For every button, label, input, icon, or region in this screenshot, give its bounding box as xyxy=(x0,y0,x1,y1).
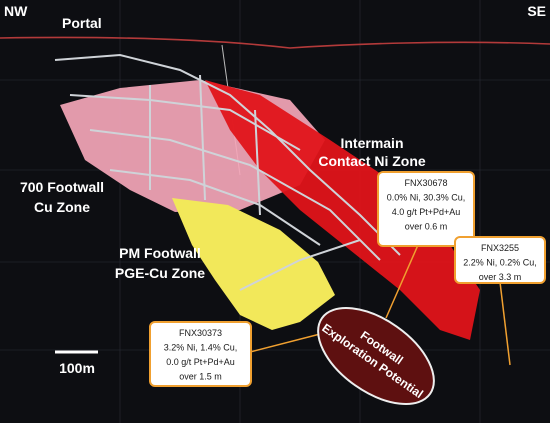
callout-text: 0.0% Ni, 30.3% Cu, xyxy=(387,193,466,203)
pm-footwall-zone xyxy=(172,198,335,330)
surface-line xyxy=(0,36,550,49)
callout-text: over 0.6 m xyxy=(405,222,448,232)
zone-label: 700 Footwall xyxy=(20,179,104,195)
target-ellipse xyxy=(317,307,435,405)
zone-label: Intermain xyxy=(340,135,403,151)
scale-label: 100m xyxy=(59,360,95,376)
contact-ni-zone xyxy=(205,80,480,340)
callout-arrows xyxy=(249,244,511,366)
callout-box xyxy=(454,236,546,284)
callout-box xyxy=(149,321,252,387)
callout-text: 4.0 g/t Pt+Pd+Au xyxy=(392,207,461,217)
target-area: Footwall Exploration Potential xyxy=(317,307,435,405)
zone-label: Portal xyxy=(62,15,102,31)
callout-text: 3.2% Ni, 1.4% Cu, xyxy=(164,343,238,353)
callouts: FNX30678 0.0% Ni, 30.3% Cu, 4.0 g/t Pt+Pd+… xyxy=(149,171,546,387)
callout-text: 0.0 g/t Pt+Pd+Au xyxy=(166,357,235,367)
callout-text: over 3.3 m xyxy=(479,272,522,282)
zone-label: Contact Ni Zone xyxy=(318,153,426,169)
workings xyxy=(54,53,401,291)
zone-label: Cu Zone xyxy=(34,199,90,215)
callout-box xyxy=(377,171,475,247)
callout-title: FNX30678 xyxy=(404,178,447,188)
callout-title: FNX30373 xyxy=(179,328,222,338)
direction-label: NW xyxy=(4,3,28,19)
zone-label: PGE-Cu Zone xyxy=(115,265,205,281)
zone-label: PM Footwall xyxy=(119,245,201,261)
callout-text: 2.2% Ni, 0.2% Cu, xyxy=(463,258,537,268)
direction-label: SE xyxy=(527,3,546,19)
callout-text: over 1.5 m xyxy=(179,372,222,382)
callout-title: FNX3255 xyxy=(481,243,519,253)
